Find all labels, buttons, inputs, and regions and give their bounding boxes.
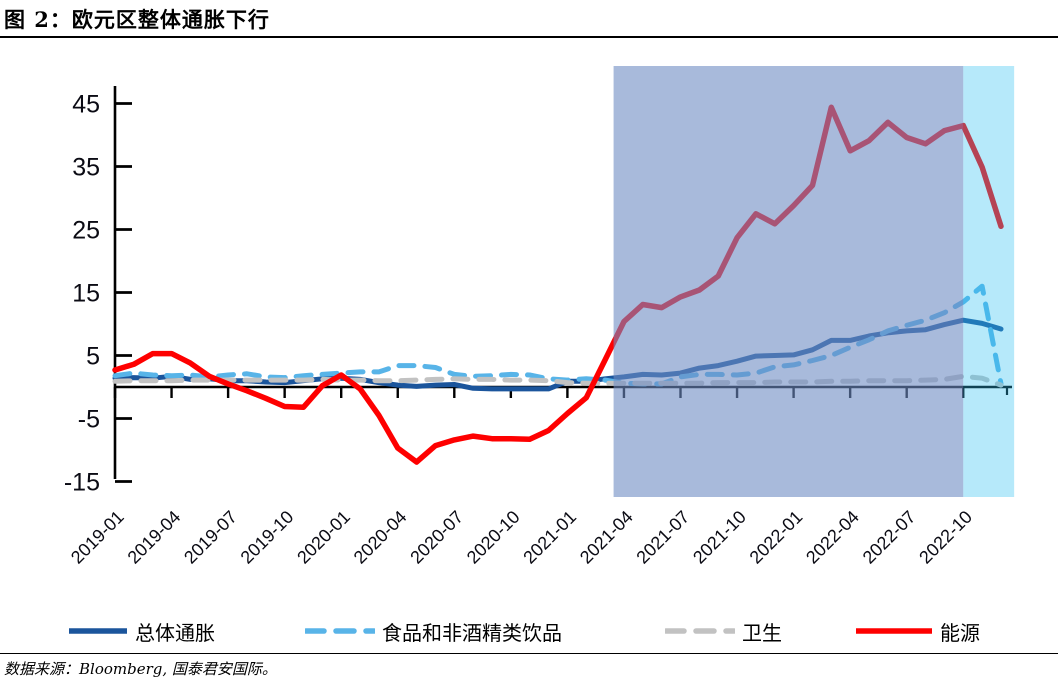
x-tick-label: 2020-10 — [463, 507, 524, 568]
x-tick-label: 2019-07 — [180, 507, 241, 568]
legend-label-overall: 总体通胀 — [135, 620, 215, 645]
y-tick-label: 5 — [86, 343, 100, 371]
x-tick-label: 2022-10 — [915, 507, 976, 568]
x-tick-label: 2022-01 — [746, 507, 807, 568]
x-tick-label: 2021-01 — [519, 507, 580, 568]
x-tick-label: 2021-04 — [576, 507, 637, 568]
legend-label-health: 卫生 — [742, 620, 782, 645]
legend-swatch-health — [665, 628, 735, 634]
y-tick-label: 35 — [72, 154, 100, 182]
y-tick-label: -15 — [64, 469, 100, 497]
figure-title: 图 2：欧元区整体通胀下行 — [4, 7, 270, 32]
y-tick-label: 15 — [72, 280, 100, 308]
legend-label-food: 食品和非酒精类饮品 — [382, 620, 562, 645]
legend-item-health: 卫生 — [665, 618, 782, 645]
legend-label-energy: 能源 — [940, 620, 980, 645]
legend-swatch-energy — [856, 628, 932, 634]
x-tick-label: 2020-01 — [293, 507, 354, 568]
legend-item-food: 食品和非酒精类饮品 — [305, 618, 562, 645]
legend-item-energy: 能源 — [855, 618, 980, 645]
legend-item-overall: 总体通胀 — [68, 618, 215, 645]
source-note: 数据来源：Bloomberg, 国泰君安国际。 — [4, 660, 277, 678]
title-divider — [0, 36, 1058, 38]
highlight-region-2 — [963, 66, 1015, 497]
x-tick-label: 2022-04 — [802, 507, 863, 568]
y-tick-label: 25 — [72, 217, 100, 245]
y-tick-label: -5 — [78, 406, 100, 434]
legend-swatch-overall — [69, 628, 127, 634]
x-tick-label: 2020-07 — [406, 507, 467, 568]
x-tick-label: 2019-10 — [237, 507, 298, 568]
footer-divider — [0, 653, 1058, 654]
x-tick-label: 2019-04 — [124, 507, 185, 568]
x-tick-label: 2020-04 — [350, 507, 411, 568]
highlight-region-1 — [613, 66, 964, 497]
x-tick-label: 2021-07 — [632, 507, 693, 568]
y-tick-label: 45 — [72, 91, 100, 119]
legend-swatch-food — [305, 628, 375, 634]
x-tick-label: 2019-01 — [67, 507, 128, 568]
x-tick-label: 2022-07 — [859, 507, 920, 568]
x-tick-label: 2021-10 — [689, 507, 750, 568]
